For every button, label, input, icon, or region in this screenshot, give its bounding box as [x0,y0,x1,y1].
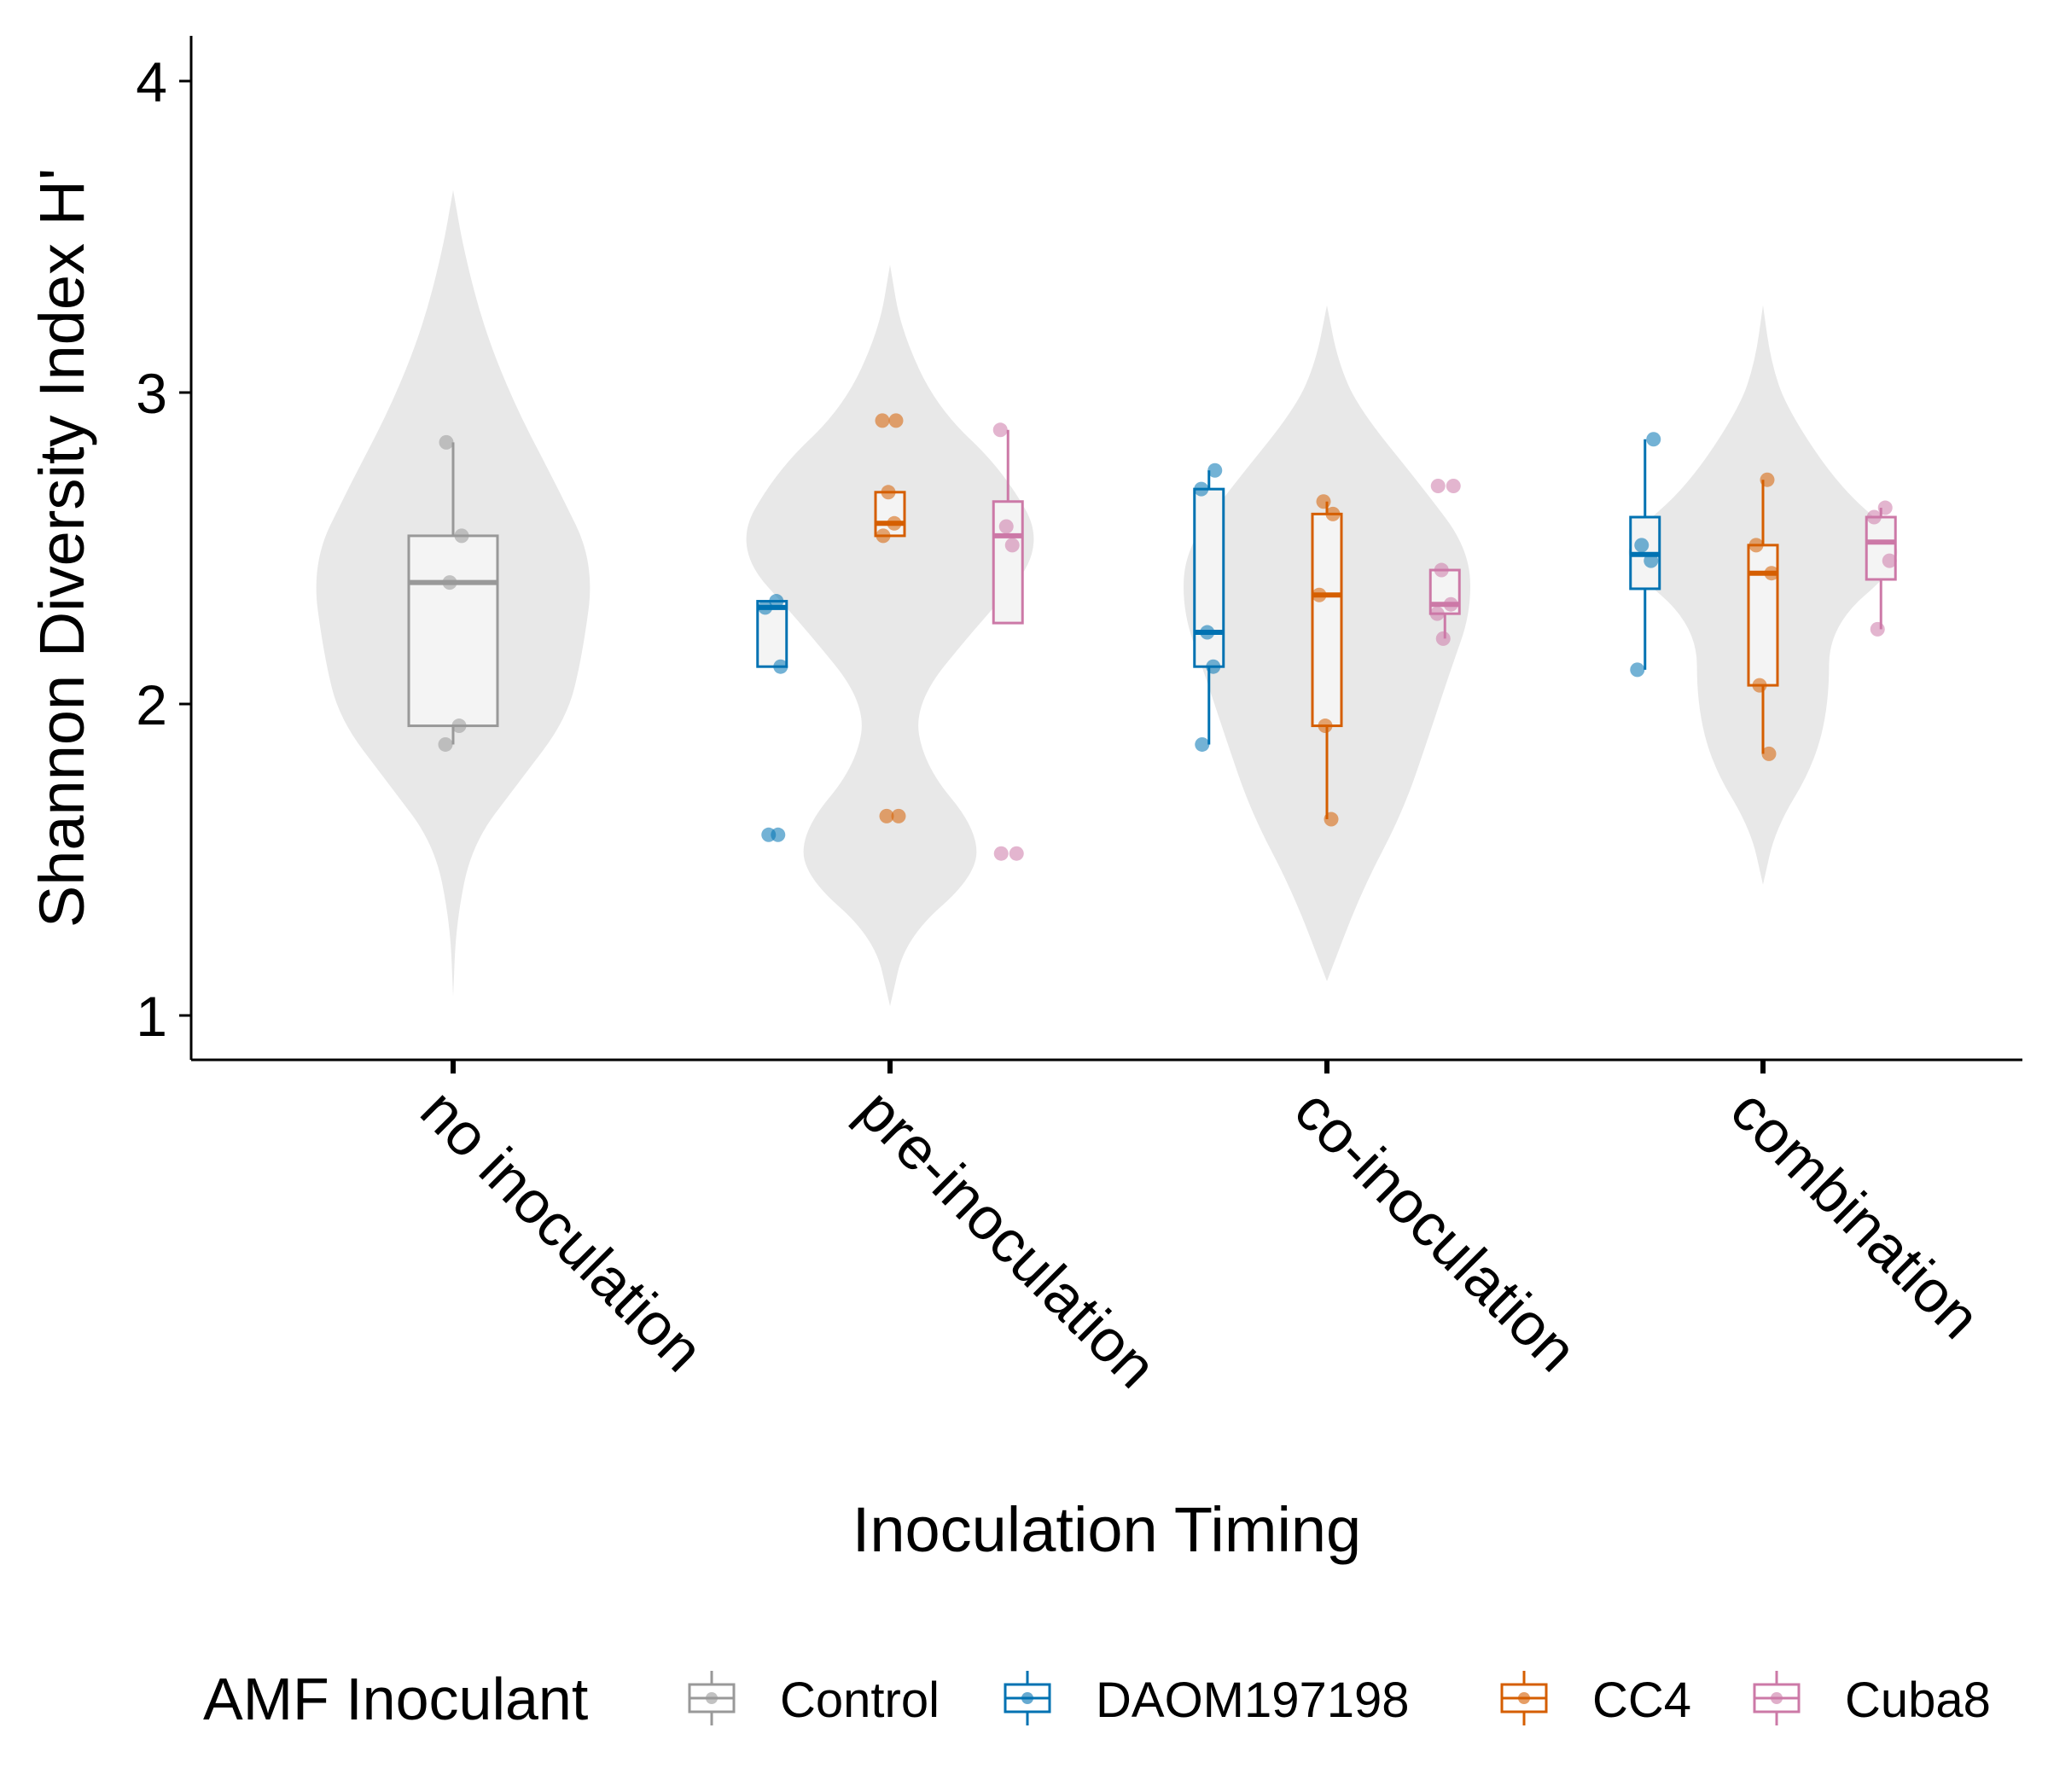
box-DAOM197198-co-inoculation [1193,463,1225,752]
legend-item-DAOM197198: DAOM197198 [1004,1671,1410,1728]
data-point [1429,606,1445,621]
x-tick-label: combination [1718,1076,1993,1351]
y-tick-label: 4 [136,50,167,113]
data-point [1866,509,1882,525]
box-Cuba8-pre-inoculation [992,422,1024,861]
data-point [1009,846,1024,861]
data-point [891,808,906,823]
data-point [1760,472,1775,487]
data-point [1194,481,1209,497]
data-point [1446,479,1461,493]
x-tick-label: pre-inoculation [845,1076,1169,1400]
legend-label: Control [780,1673,940,1728]
data-point [879,808,894,823]
legend-items: Control DAOM197198 CC4 Cuba8 [688,1671,1991,1728]
data-point [1764,566,1779,581]
legend-item-Control: Control [688,1671,940,1728]
box-CC4-pre-inoculation [874,413,906,823]
data-point [454,528,469,544]
box-iqr [1865,515,1897,581]
y-tick-label: 3 [136,362,167,425]
legend-label: CC4 [1592,1673,1691,1728]
data-point [1644,553,1659,568]
legend-key-point [706,1692,718,1704]
data-point [1752,678,1767,693]
legend-label: DAOM197198 [1096,1673,1410,1728]
data-point [1877,500,1893,515]
data-point [876,528,891,544]
box-CC4-co-inoculation [1311,494,1343,827]
x-ticks: no inoculation pre-inoculation co-inoculat… [408,1060,1993,1400]
violin-layer [316,189,1898,1007]
data-point [992,422,1008,438]
data-point [1206,659,1221,674]
box-iqr [1193,487,1225,668]
data-point [1004,538,1020,553]
legend-key-point [1518,1692,1530,1704]
data-point [761,827,777,842]
x-tick-label: co-inoculation [1282,1076,1590,1384]
data-point [439,434,454,450]
data-point [1195,736,1210,752]
box-DAOM197198-combination [1629,432,1661,678]
data-point [1443,596,1458,612]
box-CC4-combination [1747,472,1779,761]
legend: AMF Inoculant Control DAOM197198 CC4 Cuba8 [203,1666,1991,1732]
box-Control-no-inoculation [407,434,499,752]
legend-key-point [1771,1692,1783,1704]
data-point [773,659,788,674]
data-point [1748,538,1764,553]
data-point [998,519,1014,534]
data-point [1325,506,1341,521]
data-point [1316,494,1331,509]
box-iqr [407,534,499,728]
box-layer [407,413,1897,861]
x-tick-label: no inoculation [408,1076,716,1384]
y-axis-title: Shannon Diversity Index H' [26,168,97,928]
data-point [1430,479,1446,493]
data-point [451,719,467,734]
data-point [1200,625,1215,640]
data-point [993,846,1009,861]
legend-label: Cuba8 [1845,1673,1991,1728]
legend-key-point [1021,1692,1033,1704]
box-iqr [1311,512,1343,728]
y-ticks: 1 2 3 4 [136,50,191,1048]
data-point [758,600,773,615]
data-point [1324,812,1339,827]
data-point [881,485,896,500]
box-DAOM197198-pre-inoculation [756,594,788,842]
data-point [442,575,457,591]
legend-item-Cuba8: Cuba8 [1753,1671,1991,1728]
x-axis-title: Inoculation Timing [852,1494,1361,1565]
data-point [1646,432,1661,447]
data-point [1434,562,1449,578]
box-Cuba8-co-inoculation [1428,479,1461,646]
data-point [1207,463,1223,478]
data-point [1630,662,1645,678]
violin-pre-inoculation [746,265,1034,1007]
data-point [887,515,902,531]
data-point [1761,746,1777,761]
box-Cuba8-combination [1865,500,1897,637]
data-point [769,594,784,609]
data-point [1634,538,1649,553]
data-point [1312,587,1327,602]
data-point [1318,719,1333,734]
data-point [1882,553,1897,568]
data-point [875,413,890,428]
data-point [1435,631,1451,646]
legend-title: AMF Inoculant [203,1666,588,1732]
y-tick-label: 1 [136,985,167,1048]
data-point [1870,621,1885,637]
data-point [888,413,904,428]
legend-item-CC4: CC4 [1500,1671,1691,1728]
data-point [438,736,453,752]
y-tick-label: 2 [136,673,167,736]
